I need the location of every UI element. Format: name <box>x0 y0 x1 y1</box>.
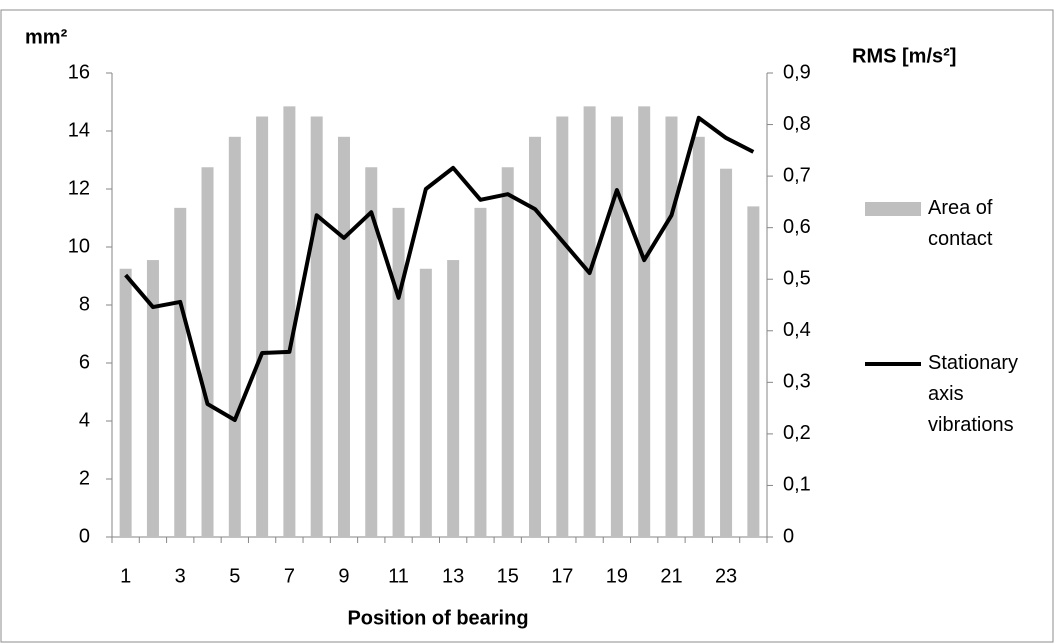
bar <box>529 136 542 538</box>
x-tick-label: 17 <box>551 565 573 587</box>
bar <box>501 167 514 537</box>
y2-tick-label: 0 <box>783 525 794 547</box>
y2-tick-label: 0,8 <box>783 113 811 135</box>
x-tick-label: 11 <box>388 565 409 587</box>
bar <box>310 116 323 537</box>
line <box>124 115 755 422</box>
x-tick-label: 3 <box>175 565 186 587</box>
bar <box>419 268 432 537</box>
bar <box>392 207 405 537</box>
legend-swatch <box>865 202 921 216</box>
bar <box>365 167 378 537</box>
y-tick-label: 2 <box>79 467 90 489</box>
y-tick-label: 4 <box>79 409 90 431</box>
bar <box>228 136 241 538</box>
y2-tick-label: 0,7 <box>783 164 811 186</box>
bar <box>692 136 705 538</box>
bar <box>610 116 623 537</box>
y2-tick-label: 0,1 <box>783 474 811 496</box>
y-tick-label: 16 <box>68 61 90 83</box>
x-tick-label: 19 <box>606 565 628 587</box>
chart-border <box>0 9 1054 643</box>
x-tick-label: 7 <box>284 565 295 587</box>
y2-tick-label: 0,3 <box>783 371 811 393</box>
bar <box>283 106 296 537</box>
x-tick-label: 15 <box>497 565 519 587</box>
bar <box>119 268 132 537</box>
y-tick-label: 8 <box>79 293 90 315</box>
y-tick-label: 12 <box>68 177 90 199</box>
y2-tick-label: 0,5 <box>783 268 811 290</box>
bar <box>201 167 214 537</box>
bar <box>638 106 651 537</box>
y2-tick-label: 0,9 <box>783 61 811 83</box>
bar <box>665 116 678 537</box>
y2-tick-label: 0,4 <box>783 319 811 341</box>
x-axis-label: Position of bearing <box>347 607 528 629</box>
bar <box>556 116 569 537</box>
legend-label: Stationary axis vibrations <box>928 352 1019 436</box>
bar <box>146 260 159 537</box>
y-tick-label: 10 <box>68 235 90 257</box>
y-axis-label: mm² <box>25 26 68 48</box>
x-tick-label: 1 <box>120 565 131 587</box>
bar <box>337 136 350 538</box>
x-tick-label: 23 <box>715 565 737 587</box>
bar <box>256 116 269 537</box>
y-tick-label: 14 <box>68 119 90 141</box>
y2-tick-label: 0,6 <box>783 216 811 238</box>
y2-axis-label: RMS [m/s²] <box>852 45 956 67</box>
x-tick-label: 9 <box>338 565 349 587</box>
x-tick-label: 21 <box>660 565 682 587</box>
bar <box>447 260 460 537</box>
y2-tick-label: 0,2 <box>783 422 811 444</box>
bar <box>583 106 596 537</box>
x-tick-label: 5 <box>229 565 240 587</box>
legend-label: Area of contact <box>928 197 993 250</box>
bar <box>174 207 187 537</box>
y-tick-label: 6 <box>79 351 90 373</box>
x-tick-label: 13 <box>442 565 464 587</box>
bar <box>474 207 487 537</box>
bar <box>747 206 760 537</box>
bar <box>720 168 733 537</box>
y-tick-label: 0 <box>79 525 90 547</box>
